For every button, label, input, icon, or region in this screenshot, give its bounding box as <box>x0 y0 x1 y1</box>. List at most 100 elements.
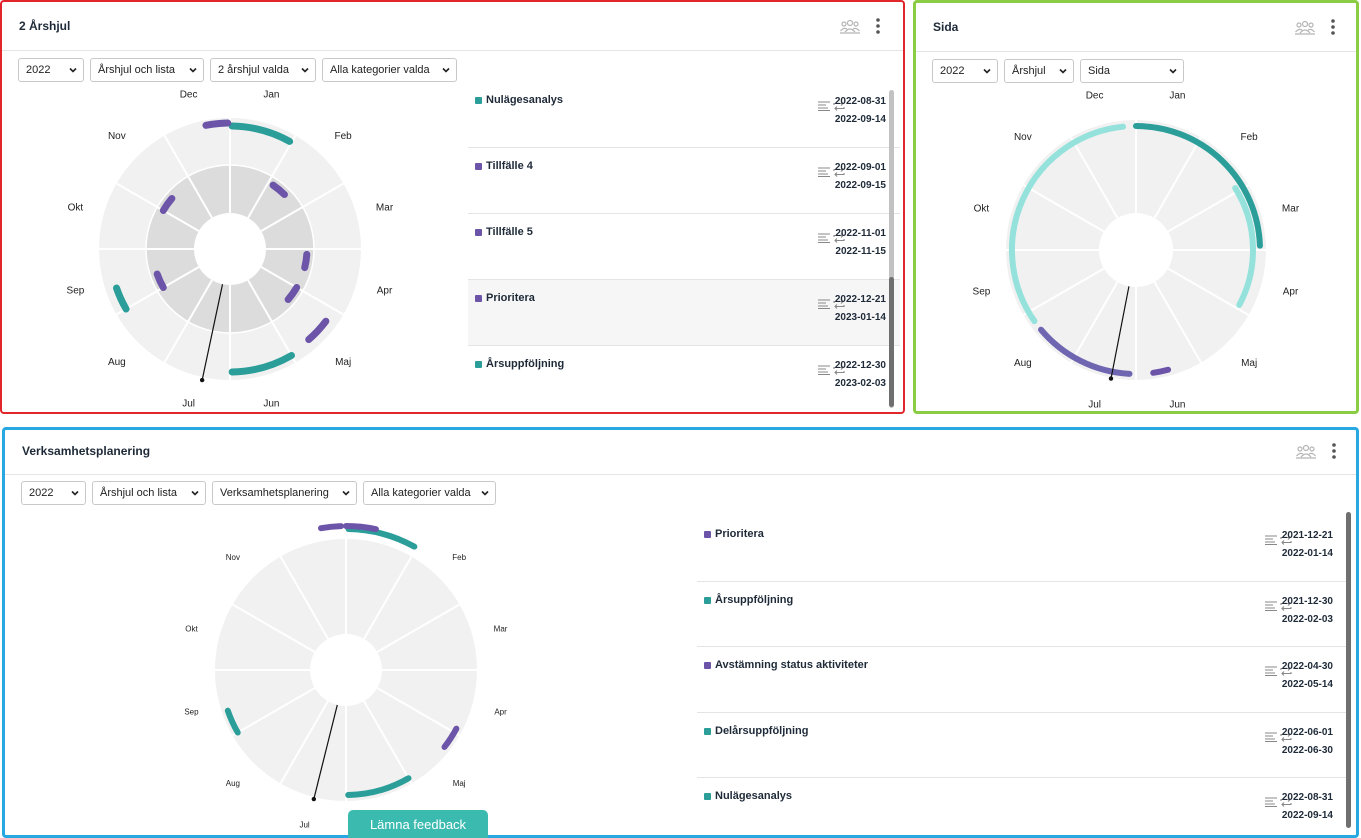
category-select[interactable]: Alla kategorier valda <box>363 481 496 505</box>
activity-arc[interactable] <box>1150 366 1172 376</box>
list-item[interactable]: Tillfälle 5 2022-11-01 2022-11-15 <box>468 214 900 280</box>
activity-arc[interactable] <box>343 523 379 533</box>
activity-arc[interactable] <box>301 250 311 272</box>
scrollbar-track[interactable] <box>889 90 894 408</box>
group-icon[interactable] <box>1295 440 1317 462</box>
list-item[interactable]: Nulägesanalys 2022-08-31 2022-09-14 <box>697 778 1347 835</box>
more-vertical-icon[interactable] <box>867 15 889 37</box>
activity-arc[interactable] <box>305 317 330 344</box>
repeat-icon[interactable] <box>1279 796 1293 808</box>
select-value: 2022 <box>940 65 965 77</box>
activity-arc[interactable] <box>228 122 294 145</box>
repeat-icon[interactable] <box>832 298 846 310</box>
start-date: 2022-06-01 <box>1281 726 1333 738</box>
list-item[interactable]: Avstämning status aktiviteter 2022-04-30… <box>697 647 1347 713</box>
month-label-aug: Aug <box>1014 358 1032 369</box>
start-date: 2021-12-21 <box>1281 530 1333 541</box>
list-item[interactable]: Nulägesanalys 2022-08-31 2022-09-14 <box>468 82 900 148</box>
list-item[interactable]: Årsuppföljning 2022-12-30 2023-02-03 <box>468 346 900 410</box>
wheel-center <box>310 634 382 706</box>
description-icon[interactable] <box>818 365 830 375</box>
chevron-down-icon <box>442 67 450 73</box>
wheel-center <box>1099 213 1173 287</box>
description-icon[interactable] <box>1265 666 1277 676</box>
widget-header: 2 Årshjul <box>2 2 903 51</box>
activity-arc[interactable] <box>228 352 295 376</box>
month-label-okt: Okt <box>68 203 84 214</box>
wheels-select[interactable]: 2 årshjul valda <box>210 58 316 82</box>
description-icon[interactable] <box>1265 732 1277 742</box>
month-label-maj: Maj <box>335 357 351 368</box>
activity-arc[interactable] <box>159 194 176 214</box>
repeat-icon[interactable] <box>832 232 846 244</box>
repeat-icon[interactable] <box>1279 665 1293 677</box>
category-dot <box>704 727 711 735</box>
month-divider <box>1153 136 1202 219</box>
repeat-icon[interactable] <box>832 364 846 376</box>
year-select[interactable]: 2022 <box>932 59 998 83</box>
description-icon[interactable] <box>818 101 830 111</box>
activity-arc[interactable] <box>1133 123 1263 249</box>
list-item[interactable]: Delårsuppföljning 2022-06-01 2022-06-30 <box>697 713 1347 778</box>
activity-arc[interactable] <box>345 775 412 798</box>
repeat-icon[interactable] <box>1279 600 1293 612</box>
description-icon[interactable] <box>818 233 830 243</box>
widget-title: Sida <box>933 20 959 34</box>
feedback-button[interactable]: Lämna feedback <box>348 810 488 838</box>
activity-arc[interactable] <box>1232 184 1256 308</box>
scrollbar-thumb[interactable] <box>889 277 894 407</box>
description-icon[interactable] <box>818 299 830 309</box>
view-select[interactable]: Årshjul och lista <box>90 58 204 82</box>
description-icon[interactable] <box>818 167 830 177</box>
activity-arc[interactable] <box>317 523 344 532</box>
activity-arc[interactable] <box>441 725 460 750</box>
description-icon[interactable] <box>1265 797 1277 807</box>
more-vertical-icon[interactable] <box>1322 16 1344 38</box>
activity-arc[interactable] <box>1038 326 1133 377</box>
year-select[interactable]: 2022 <box>18 58 84 82</box>
repeat-icon[interactable] <box>1279 534 1293 546</box>
month-label-jun: Jun <box>1169 400 1185 408</box>
list-item[interactable]: Tillfälle 4 2022-09-01 2022-09-15 <box>468 148 900 214</box>
more-vertical-icon[interactable] <box>1323 440 1345 462</box>
month-label-nov: Nov <box>1014 132 1032 143</box>
wheel-select[interactable]: Verksamhetsplanering <box>212 481 357 505</box>
start-date: 2022-09-01 <box>834 162 886 173</box>
repeat-icon[interactable] <box>832 166 846 178</box>
activity-arc[interactable] <box>345 526 418 550</box>
activity-arc[interactable] <box>113 284 130 313</box>
select-value: 2022 <box>26 64 51 76</box>
today-indicator <box>1110 286 1130 379</box>
activity-arc[interactable] <box>284 284 301 304</box>
chevron-down-icon <box>189 67 197 73</box>
year-select[interactable]: 2022 <box>21 481 86 505</box>
category-select[interactable]: Alla kategorier valda <box>322 58 457 82</box>
activity-arc[interactable] <box>202 119 232 129</box>
activity-arc[interactable] <box>153 270 167 291</box>
view-select[interactable]: Årshjul och lista <box>92 481 206 505</box>
activity-arc[interactable] <box>1009 123 1127 325</box>
month-label-jul: Jul <box>1088 400 1101 408</box>
activity-arc[interactable] <box>224 707 241 736</box>
repeat-icon[interactable] <box>832 100 846 112</box>
month-label-mar: Mar <box>494 625 508 634</box>
description-icon[interactable] <box>1265 601 1277 611</box>
repeat-icon[interactable] <box>1279 731 1293 743</box>
wheel-select[interactable]: Sida <box>1080 59 1184 83</box>
description-icon[interactable] <box>1265 535 1277 545</box>
view-select[interactable]: Årshjul <box>1004 59 1074 83</box>
start-date: 2022-08-31 <box>1281 792 1333 803</box>
category-dot <box>704 531 711 538</box>
list-item[interactable]: Prioritera 2022-12-21 2023-01-14 <box>468 280 900 346</box>
group-icon[interactable] <box>1294 16 1316 38</box>
list-item[interactable]: Årsuppföljning 2021-12-30 2022-02-03 <box>697 582 1347 647</box>
start-date: 2022-12-30 <box>834 360 886 371</box>
list-item[interactable]: Prioritera 2021-12-21 2022-01-14 <box>697 516 1347 582</box>
group-icon[interactable] <box>839 15 861 37</box>
select-value: 2 årshjul valda <box>218 64 289 76</box>
scrollbar-thumb[interactable] <box>1346 512 1351 828</box>
activity-arc[interactable] <box>269 181 288 199</box>
